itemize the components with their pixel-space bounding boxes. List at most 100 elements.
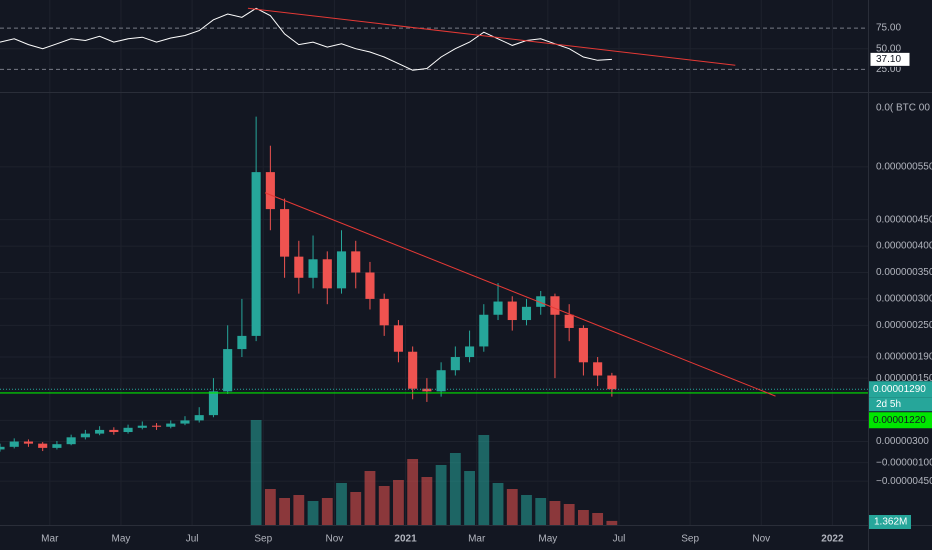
candle-body bbox=[265, 172, 275, 210]
candle-body bbox=[180, 420, 190, 424]
candle-body bbox=[521, 306, 532, 321]
candle-body bbox=[9, 441, 19, 447]
candle-body bbox=[450, 357, 460, 371]
candle-body bbox=[194, 415, 204, 421]
candle-body bbox=[294, 256, 304, 278]
candle-body bbox=[422, 388, 432, 392]
candle-body bbox=[123, 427, 133, 433]
volume-bar bbox=[393, 480, 404, 525]
x-tick-label: 2022 bbox=[821, 534, 844, 545]
candle-body bbox=[393, 325, 403, 352]
rsi-tick-label: 25.00 bbox=[876, 64, 901, 75]
volume-bar bbox=[478, 435, 490, 525]
candle-body bbox=[80, 433, 90, 438]
x-tick-label: May bbox=[111, 534, 130, 545]
y-tick-label: −0.00000100 bbox=[876, 457, 932, 468]
rsi-line bbox=[0, 7, 612, 71]
volume-value-box bbox=[869, 515, 911, 529]
volume-bar bbox=[421, 477, 433, 525]
countdown-label: 2d 5h bbox=[876, 399, 901, 410]
volume-bar bbox=[264, 489, 276, 525]
candle-body bbox=[23, 441, 34, 444]
volume-bar bbox=[521, 495, 532, 525]
rsi-value-box bbox=[869, 51, 911, 67]
volume-bar bbox=[250, 420, 262, 525]
volume-bar bbox=[279, 498, 290, 525]
candle-body bbox=[336, 251, 347, 289]
volume-bar bbox=[578, 510, 589, 525]
candle-body bbox=[322, 259, 332, 289]
volume-bar bbox=[535, 498, 547, 525]
volume-bar bbox=[592, 513, 604, 525]
y-tick-label: 0.00000300 bbox=[876, 436, 929, 447]
volume-bar bbox=[563, 504, 575, 525]
candle-body bbox=[280, 209, 290, 257]
candle-body bbox=[578, 327, 588, 363]
x-tick-label: Mar bbox=[41, 534, 59, 545]
volume-value-label: 1.362M bbox=[874, 517, 907, 528]
candle-body bbox=[166, 423, 176, 427]
y-tick-label: −0.00000450 bbox=[876, 476, 932, 487]
x-tick-label: Mar bbox=[468, 534, 486, 545]
volume-bar bbox=[606, 520, 618, 525]
candle-body bbox=[52, 444, 62, 448]
volume-bar bbox=[407, 459, 419, 525]
candle-body bbox=[0, 446, 5, 450]
candle-body bbox=[465, 346, 475, 358]
x-tick-label: May bbox=[538, 534, 557, 545]
candle-body bbox=[237, 335, 247, 350]
last-price-label: 0.00001290 bbox=[873, 384, 926, 395]
candle-body bbox=[351, 251, 361, 273]
candle-body bbox=[564, 314, 574, 328]
candle-body bbox=[95, 429, 105, 434]
rsi-tick-label: 75.00 bbox=[876, 23, 901, 34]
x-tick-label: 2021 bbox=[394, 534, 417, 545]
volume-bar bbox=[350, 492, 362, 525]
volume-bar bbox=[293, 495, 305, 525]
candle-body bbox=[536, 296, 546, 307]
candle-body bbox=[479, 314, 489, 347]
candle-body bbox=[66, 437, 76, 445]
candle-body bbox=[408, 351, 418, 389]
volume-bar bbox=[364, 471, 376, 525]
x-tick-label: Jul bbox=[613, 534, 626, 545]
candle-body bbox=[137, 425, 147, 428]
x-tick-label: Sep bbox=[681, 534, 699, 545]
volume-bar bbox=[336, 483, 347, 525]
currency-label: 0.0( BTC 00 bbox=[876, 103, 930, 114]
candle-body bbox=[109, 429, 119, 433]
countdown-box bbox=[869, 397, 932, 412]
candle-body bbox=[208, 391, 218, 416]
rsi-tick-label: 50.00 bbox=[876, 43, 901, 54]
candle-body bbox=[507, 301, 517, 321]
x-tick-label: Nov bbox=[752, 534, 770, 545]
volume-bar bbox=[492, 483, 504, 525]
rsi-value-label: 37.10 bbox=[876, 54, 901, 65]
x-tick-label: Nov bbox=[325, 534, 343, 545]
volume-bar bbox=[449, 453, 461, 525]
candle-body bbox=[223, 349, 233, 392]
rsi-trendline bbox=[247, 7, 736, 66]
candle-body bbox=[38, 443, 48, 448]
volume-bar bbox=[378, 486, 390, 525]
volume-bar bbox=[307, 501, 319, 525]
volume-bar bbox=[321, 498, 333, 525]
support-box bbox=[869, 412, 932, 429]
candle-body bbox=[151, 425, 162, 427]
last-price-box bbox=[869, 381, 932, 398]
x-tick-label: Sep bbox=[254, 534, 272, 545]
candle-body bbox=[593, 362, 603, 376]
volume-bar bbox=[549, 501, 561, 525]
support-label: 0.00001220 bbox=[873, 415, 926, 426]
candle-body bbox=[251, 172, 261, 336]
